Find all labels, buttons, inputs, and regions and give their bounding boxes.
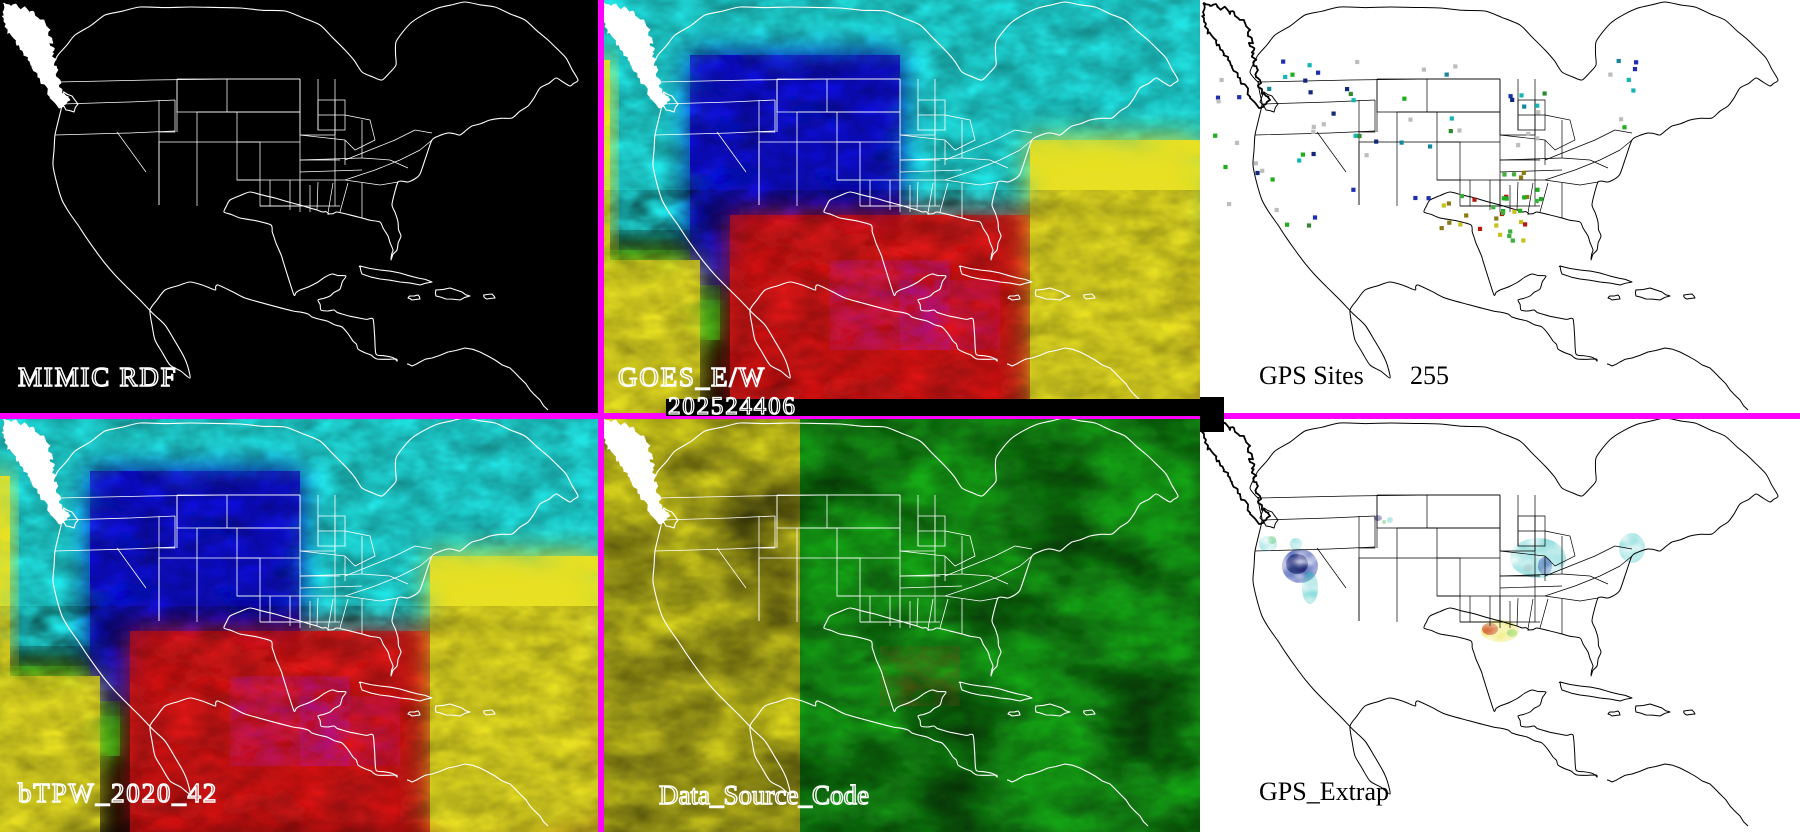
svg-text:GPS Sites: GPS Sites (1259, 361, 1364, 390)
svg-text:GPS_Extrap: GPS_Extrap (1259, 777, 1389, 806)
svg-text:bTPW_2020_42: bTPW_2020_42 (18, 778, 218, 808)
svg-text:255: 255 (1410, 361, 1449, 390)
svg-text:GOES_E/W: GOES_E/W (618, 362, 766, 392)
svg-text:MIMIC RDF: MIMIC RDF (18, 362, 177, 392)
svg-text:Data_Source_Code: Data_Source_Code (659, 780, 869, 810)
